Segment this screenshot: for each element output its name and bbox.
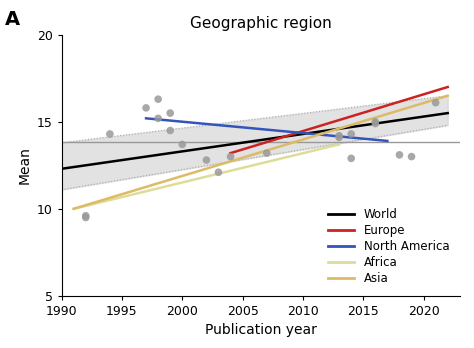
Point [166,110,174,116]
Point [372,121,379,126]
Point [347,156,355,161]
Point [82,213,90,219]
Point [408,154,415,159]
Point [155,96,162,102]
Point [179,142,186,147]
Point [106,131,114,137]
Point [396,152,403,158]
X-axis label: Publication year: Publication year [205,323,317,337]
Point [347,131,355,137]
Point [432,100,439,105]
Point [227,154,234,159]
Point [202,157,210,163]
Point [372,119,379,125]
Point [335,135,343,140]
Point [263,150,271,156]
Point [166,128,174,133]
Point [142,105,150,111]
Point [335,133,343,139]
Title: Geographic region: Geographic region [190,16,332,31]
Point [215,169,222,175]
Point [82,215,90,220]
Legend: World, Europe, North America, Africa, Asia: World, Europe, North America, Africa, As… [323,204,454,290]
Y-axis label: Mean: Mean [17,147,31,184]
Text: A: A [5,10,20,30]
Point [155,116,162,121]
